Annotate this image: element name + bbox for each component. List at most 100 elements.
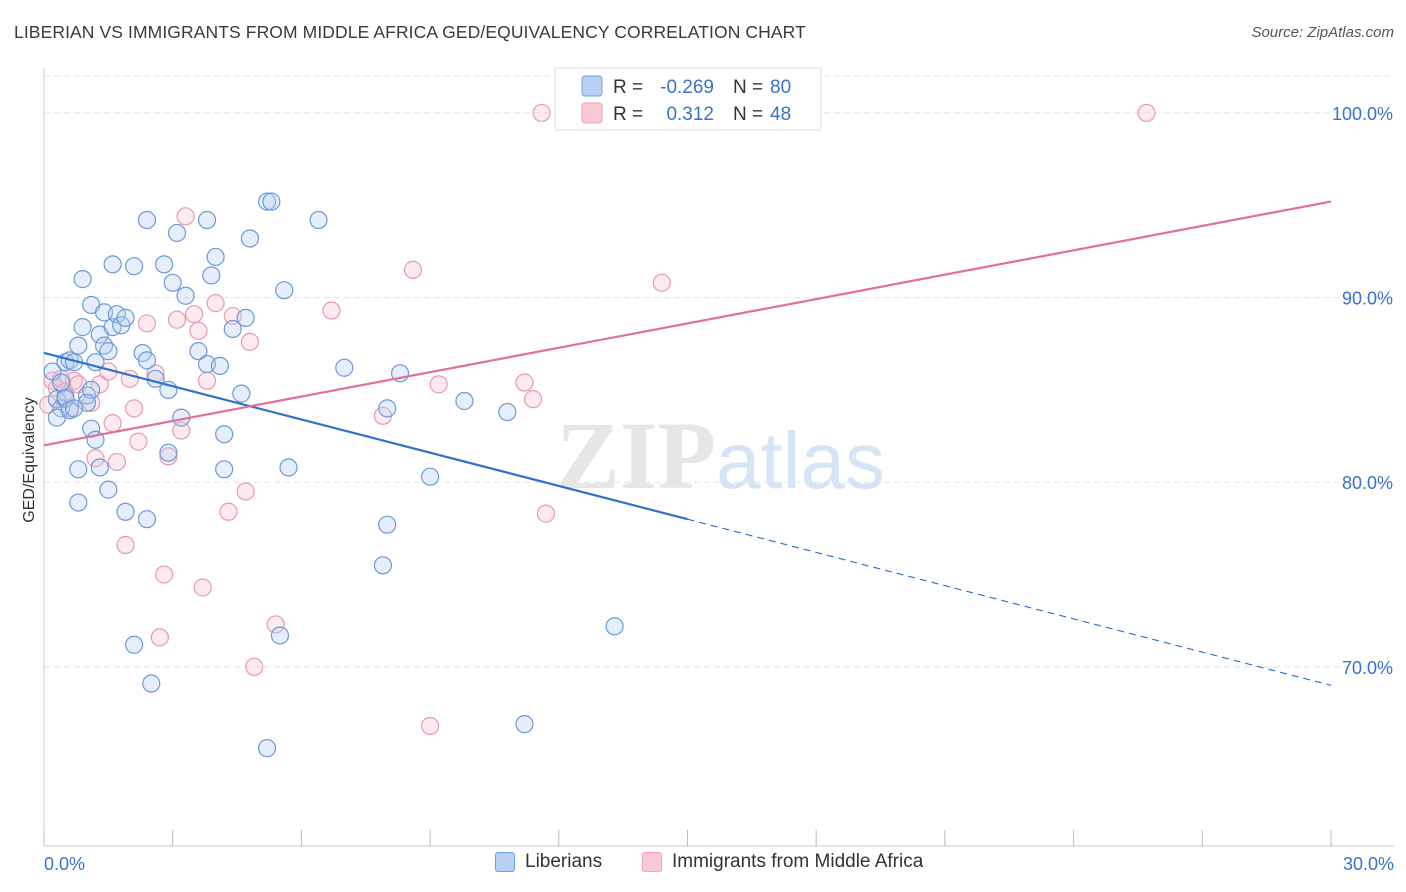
source-label: Source: ZipAtlas.com	[1251, 24, 1394, 41]
legend-item-immigrants: Immigrants from Middle Africa	[642, 851, 923, 873]
data-point	[532, 103, 551, 123]
data-point	[167, 223, 187, 243]
data-point	[137, 210, 157, 230]
data-point	[185, 305, 204, 324]
data-point	[266, 615, 285, 634]
legend-n-label-1: N =	[733, 77, 763, 98]
data-point	[236, 482, 255, 501]
data-point	[197, 210, 217, 230]
data-point	[90, 458, 109, 477]
data-point	[116, 535, 135, 555]
watermark-zip: ZIP	[556, 402, 716, 509]
data-point	[73, 270, 92, 289]
data-point	[176, 286, 195, 305]
data-point	[429, 375, 448, 394]
legend-swatch-blue	[581, 75, 603, 97]
chart-title: LIBERIAN VS IMMIGRANTS FROM MIDDLE AFRIC…	[14, 22, 806, 42]
data-point	[103, 255, 122, 274]
trend-line-liberians	[43, 351, 688, 521]
data-point	[279, 458, 298, 477]
data-point	[193, 578, 212, 597]
series-legend: Liberians Immigrants from Middle Africa	[0, 851, 1406, 879]
data-point	[536, 504, 556, 523]
data-point	[167, 310, 187, 329]
data-point	[73, 318, 92, 337]
data-point	[455, 391, 474, 411]
y-tick-label: 100.0%	[1332, 104, 1393, 124]
data-point	[378, 399, 397, 418]
legend-swatch-immigrants	[642, 852, 662, 872]
data-point	[189, 321, 208, 340]
legend-n-value-2: 48	[770, 104, 791, 125]
data-point	[215, 425, 234, 444]
y-tick-label: 80.0%	[1342, 473, 1393, 493]
data-point	[210, 356, 229, 376]
data-point	[219, 502, 238, 521]
legend-r-value-2: 0.312	[666, 104, 714, 125]
data-point	[124, 257, 144, 276]
data-point	[124, 635, 144, 654]
data-point	[378, 515, 397, 534]
legend-n-label-2: N =	[733, 104, 763, 125]
data-point	[232, 384, 251, 403]
watermark-atlas: atlas	[716, 416, 885, 505]
y-axis-label: GED/Equivalency	[21, 397, 38, 522]
legend-item-liberians: Liberians	[495, 851, 602, 873]
data-point	[99, 342, 118, 361]
data-point	[69, 460, 88, 479]
data-point	[103, 414, 122, 433]
legend-r-label-2: R =	[613, 104, 643, 125]
data-point	[124, 399, 144, 418]
axes	[43, 68, 1394, 847]
data-point	[107, 452, 127, 472]
data-point	[142, 674, 161, 693]
data-point	[197, 371, 217, 390]
data-point	[69, 493, 88, 512]
data-point	[335, 358, 354, 377]
data-point	[257, 192, 277, 211]
data-point	[172, 421, 191, 440]
trend-line-immigrants	[43, 200, 1332, 447]
data-point	[421, 467, 440, 486]
data-point	[137, 314, 157, 333]
data-point	[159, 443, 178, 462]
data-point	[240, 229, 260, 248]
legend-label-liberians: Liberians	[525, 851, 603, 872]
x-tick-labels: 0.0% 30.0%	[44, 854, 1394, 874]
data-point	[99, 480, 118, 499]
data-point	[116, 502, 135, 521]
data-point	[86, 449, 105, 468]
x-tick-label: 0.0%	[44, 854, 85, 874]
data-point	[176, 207, 195, 226]
x-tick-label: 30.0%	[1343, 854, 1394, 874]
data-point	[189, 342, 208, 361]
data-point	[309, 210, 328, 230]
data-point	[605, 617, 624, 636]
data-point	[215, 460, 234, 479]
data-point	[137, 510, 157, 529]
data-point	[223, 319, 242, 339]
y-tick-label: 90.0%	[1342, 289, 1393, 309]
stats-legend: R = -0.269 N = 80 R = 0.312 N = 48	[554, 67, 822, 131]
data-point	[257, 739, 277, 758]
data-point	[515, 373, 534, 392]
data-point	[275, 281, 294, 300]
data-point	[150, 628, 169, 647]
data-point	[652, 273, 671, 292]
y-tick-labels: 100.0% 90.0% 80.0% 70.0%	[1332, 104, 1393, 678]
data-point	[515, 715, 534, 734]
series-liberians-points	[43, 192, 624, 758]
data-point	[270, 626, 290, 645]
data-point	[240, 332, 260, 351]
data-point	[155, 255, 174, 274]
legend-r-value-1: -0.269	[660, 77, 714, 98]
data-point	[373, 556, 393, 575]
trend-line-liberians-extension	[687, 518, 1332, 686]
data-point	[245, 657, 264, 676]
data-point	[262, 192, 281, 211]
legend-r-label-1: R =	[613, 77, 643, 98]
data-point	[498, 402, 517, 422]
data-point	[129, 432, 148, 451]
grid-lines	[44, 75, 1394, 668]
